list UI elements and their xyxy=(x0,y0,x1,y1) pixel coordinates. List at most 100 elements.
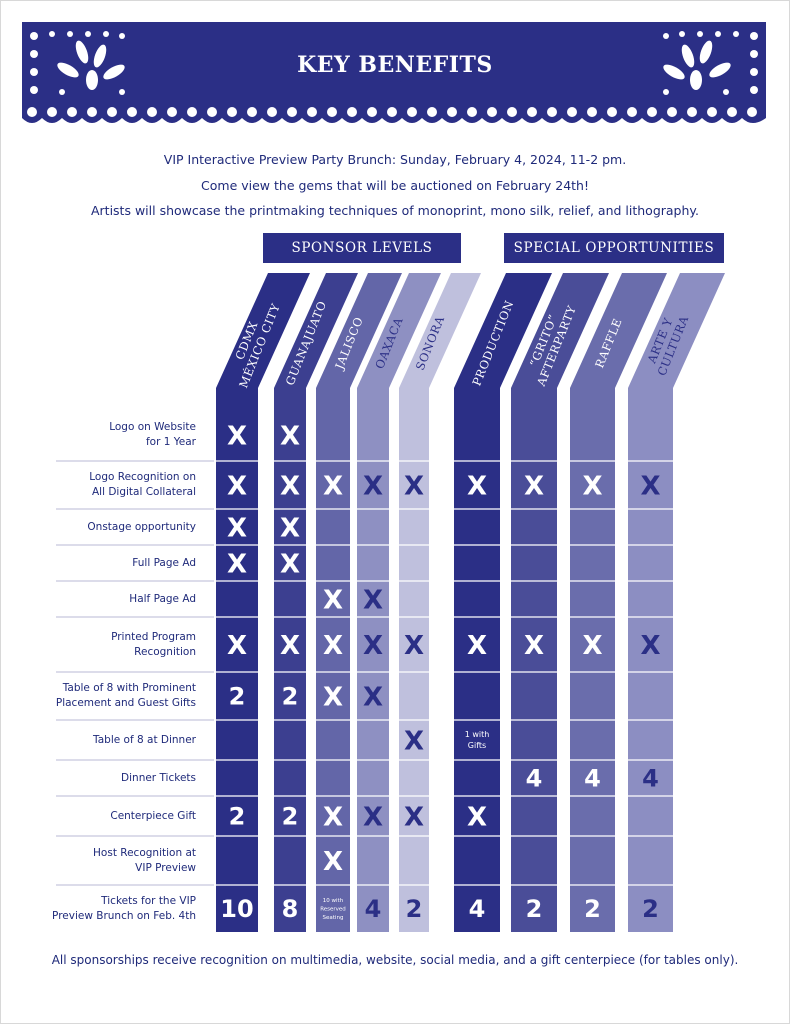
column-header-band xyxy=(454,273,552,409)
cell-value: 2 xyxy=(282,683,299,711)
cell-note: Reserved xyxy=(320,906,346,912)
column-body xyxy=(399,409,429,932)
cell-check-mark: X xyxy=(363,802,383,832)
cell-check-mark: X xyxy=(363,682,383,712)
row-label-line: for 1 Year xyxy=(145,436,196,448)
cell-note: 1 with xyxy=(465,730,490,739)
row-label-line: Half Page Ad xyxy=(129,592,196,605)
cell-check-mark: X xyxy=(582,631,602,661)
cell-check-mark: X xyxy=(323,585,343,615)
column-body xyxy=(357,409,389,932)
cell-check-mark: X xyxy=(323,631,343,661)
footer-note: All sponsorships receive recognition on … xyxy=(51,953,739,967)
cell-check-mark: X xyxy=(404,471,424,501)
column-7: RAFFLE xyxy=(570,273,667,932)
column-body xyxy=(511,409,557,932)
cell-check-mark: X xyxy=(640,631,660,661)
cell-check-mark: X xyxy=(323,471,343,501)
cell-check-mark: X xyxy=(363,631,383,661)
cell-check-mark: X xyxy=(280,631,300,661)
row-label: Table of 8 with Prominent Placement and G… xyxy=(40,681,196,711)
cell-value: 2 xyxy=(229,683,246,711)
column-body xyxy=(628,409,673,932)
row-label-line: Preview Brunch on Feb. 4th xyxy=(52,909,196,922)
row-label: Host Recognition at VIP Preview xyxy=(40,846,196,876)
column-body xyxy=(454,409,500,932)
column-header-band xyxy=(316,273,402,409)
row-label: Logo Recognition on All Digital Collatera… xyxy=(40,470,196,500)
cell-check-mark: X xyxy=(467,802,487,832)
intro-line-1: VIP Interactive Preview Party Brunch: Su… xyxy=(163,152,627,167)
cell-check-mark: X xyxy=(323,847,343,877)
row-label-line: Table of 8 at Dinner xyxy=(93,733,196,746)
row-label: Centerpiece Gift xyxy=(40,809,196,824)
column-body xyxy=(570,409,615,932)
intro-line-2: Come view the gems that will be auctione… xyxy=(201,178,589,193)
cell-check-mark: X xyxy=(363,585,383,615)
papel-picado-banner xyxy=(22,22,766,123)
cell-check-mark: X xyxy=(404,631,424,661)
row-label-line: Placement and Guest Gifts xyxy=(55,697,196,709)
cell-value: 2 xyxy=(229,803,246,831)
cell-check-mark: X xyxy=(323,682,343,712)
cell-check-mark: X xyxy=(323,802,343,832)
cell-check-mark: X xyxy=(582,471,602,501)
cell-check-mark: X xyxy=(524,471,544,501)
column-header-band xyxy=(216,273,310,409)
column-header-band xyxy=(274,273,358,409)
row-label-line: Recognition xyxy=(134,645,196,658)
cell-value: 4 xyxy=(365,895,382,923)
row-label: Full Page Ad xyxy=(40,556,196,571)
cell-value: 8 xyxy=(282,895,299,923)
column-header-band xyxy=(570,273,667,409)
cell-check-mark: X xyxy=(227,631,247,661)
row-label-line: Onstage opportunity xyxy=(87,520,196,533)
cell-check-mark: X xyxy=(280,471,300,501)
row-label: Onstage opportunity xyxy=(40,520,196,535)
cell-value: 4 xyxy=(642,765,659,793)
column-body xyxy=(216,409,258,932)
row-label: Dinner Tickets xyxy=(40,771,196,786)
cell-note: Gifts xyxy=(468,741,486,750)
cell-check-mark: X xyxy=(467,631,487,661)
row-label: Table of 8 at Dinner xyxy=(40,733,196,748)
row-label-line: Centerpiece Gift xyxy=(110,809,196,822)
row-label: Half Page Ad xyxy=(40,592,196,607)
sponsor-levels-header: SPONSOR LEVELS xyxy=(263,233,461,263)
cell-value: 4 xyxy=(584,765,601,793)
column-header-band xyxy=(399,273,481,409)
cell-value: 2 xyxy=(584,895,601,923)
row-label-line: Logo Recognition on xyxy=(89,471,196,483)
cell-check-mark: X xyxy=(467,471,487,501)
row-label: Printed Program Recognition xyxy=(40,630,196,660)
column-body xyxy=(316,409,350,932)
row-label-line: Dinner Tickets xyxy=(121,771,196,784)
cell-check-mark: X xyxy=(227,421,247,451)
intro-line-3: Artists will showcase the printmaking te… xyxy=(90,203,699,218)
page-title: KEY BENEFITS xyxy=(297,52,493,78)
row-label-line: Printed Program xyxy=(111,630,196,643)
row-label-line: Logo on Website xyxy=(109,421,196,433)
cell-check-mark: X xyxy=(280,549,300,579)
cell-check-mark: X xyxy=(640,471,660,501)
left-flower-ornament xyxy=(30,31,125,95)
column-header-band xyxy=(628,273,725,409)
row-label: Logo on Website for 1 Year xyxy=(40,420,196,450)
right-flower-ornament xyxy=(663,31,758,95)
column-2: JALISCO xyxy=(316,273,402,932)
special-opportunities-header: SPECIAL OPPORTUNITIES xyxy=(504,233,724,263)
cell-value: 2 xyxy=(526,895,543,923)
cell-note: 10 with xyxy=(323,898,344,904)
cell-check-mark: X xyxy=(524,631,544,661)
cell-check-mark: X xyxy=(227,513,247,543)
cell-note: Seating xyxy=(323,915,344,921)
cell-check-mark: X xyxy=(280,513,300,543)
cell-value: 4 xyxy=(526,765,543,793)
row-label-line: Table of 8 with Prominent xyxy=(62,682,196,694)
cell-value: 2 xyxy=(282,803,299,831)
column-body xyxy=(274,409,306,932)
row-label-line: Host Recognition at xyxy=(93,846,196,859)
